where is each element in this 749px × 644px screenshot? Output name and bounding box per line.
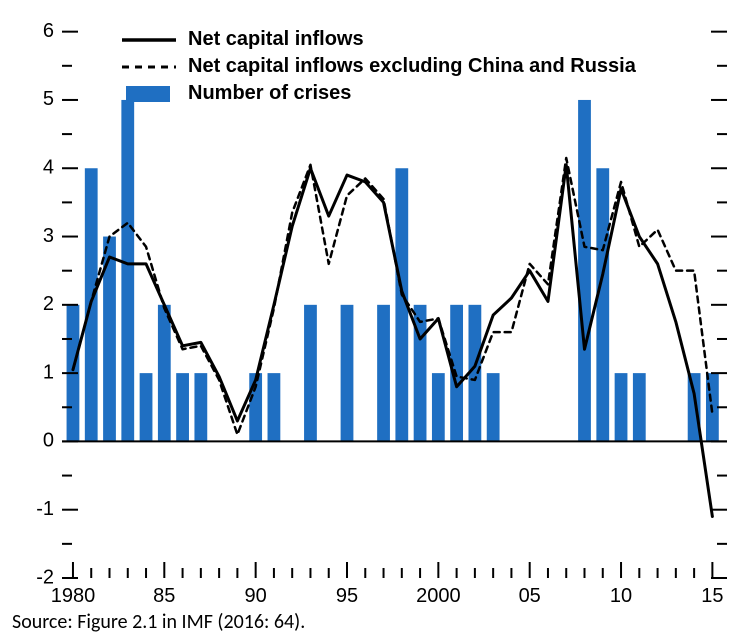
legend-swatch-bars xyxy=(120,85,178,103)
y-axis-label: 4 xyxy=(43,157,54,179)
crisis-bar xyxy=(121,100,134,441)
x-axis-label: 05 xyxy=(519,585,541,607)
crisis-bar xyxy=(615,373,628,441)
x-axis-label: 1980 xyxy=(51,585,96,607)
chart-container: -2-1012345619808590952000051015 Net capi… xyxy=(0,0,749,644)
x-axis-label: 90 xyxy=(245,585,267,607)
y-axis-label: 1 xyxy=(43,361,54,383)
y-axis-label: -1 xyxy=(36,498,54,520)
crisis-bar xyxy=(596,168,609,441)
legend-item-bars: Number of crises xyxy=(120,82,636,105)
crisis-bar xyxy=(633,373,646,441)
crisis-bar xyxy=(158,305,171,442)
y-axis-label: 0 xyxy=(43,430,54,452)
y-axis-label: 5 xyxy=(43,88,54,110)
y-axis-label: 3 xyxy=(43,225,54,247)
y-axis-label: 2 xyxy=(43,293,54,315)
x-axis-label: 2000 xyxy=(416,585,461,607)
legend-item-net_inflows: Net capital inflows xyxy=(120,28,636,51)
legend-swatch-net_inflows_ex_cn_ru xyxy=(120,58,178,76)
crisis-bar xyxy=(140,373,153,441)
x-axis-label: 15 xyxy=(701,585,723,607)
crisis-bar xyxy=(194,373,207,441)
x-axis-label: 95 xyxy=(336,585,358,607)
legend-label: Number of crises xyxy=(188,82,351,105)
x-axis-label: 85 xyxy=(153,585,175,607)
crisis-bar xyxy=(578,100,591,441)
crisis-bar xyxy=(341,305,354,442)
source-caption: Source: Figure 2.1 in IMF (2016: 64). xyxy=(12,610,305,634)
crisis-bar xyxy=(304,305,317,442)
crisis-bar xyxy=(268,373,281,441)
crisis-bar xyxy=(487,373,500,441)
legend-swatch-net_inflows xyxy=(120,31,178,49)
x-axis-label: 10 xyxy=(610,585,632,607)
legend-label: Net capital inflows xyxy=(188,28,364,51)
legend-item-net_inflows_ex_cn_ru: Net capital inflows excluding China and … xyxy=(120,55,636,78)
crisis-bar xyxy=(176,373,189,441)
crisis-bar xyxy=(377,305,390,442)
legend-label: Net capital inflows excluding China and … xyxy=(188,55,636,78)
bars-group xyxy=(67,100,719,441)
chart-legend: Net capital inflows Net capital inflows e… xyxy=(120,28,636,105)
crisis-bar xyxy=(432,373,445,441)
y-axis-label: 6 xyxy=(43,20,54,42)
